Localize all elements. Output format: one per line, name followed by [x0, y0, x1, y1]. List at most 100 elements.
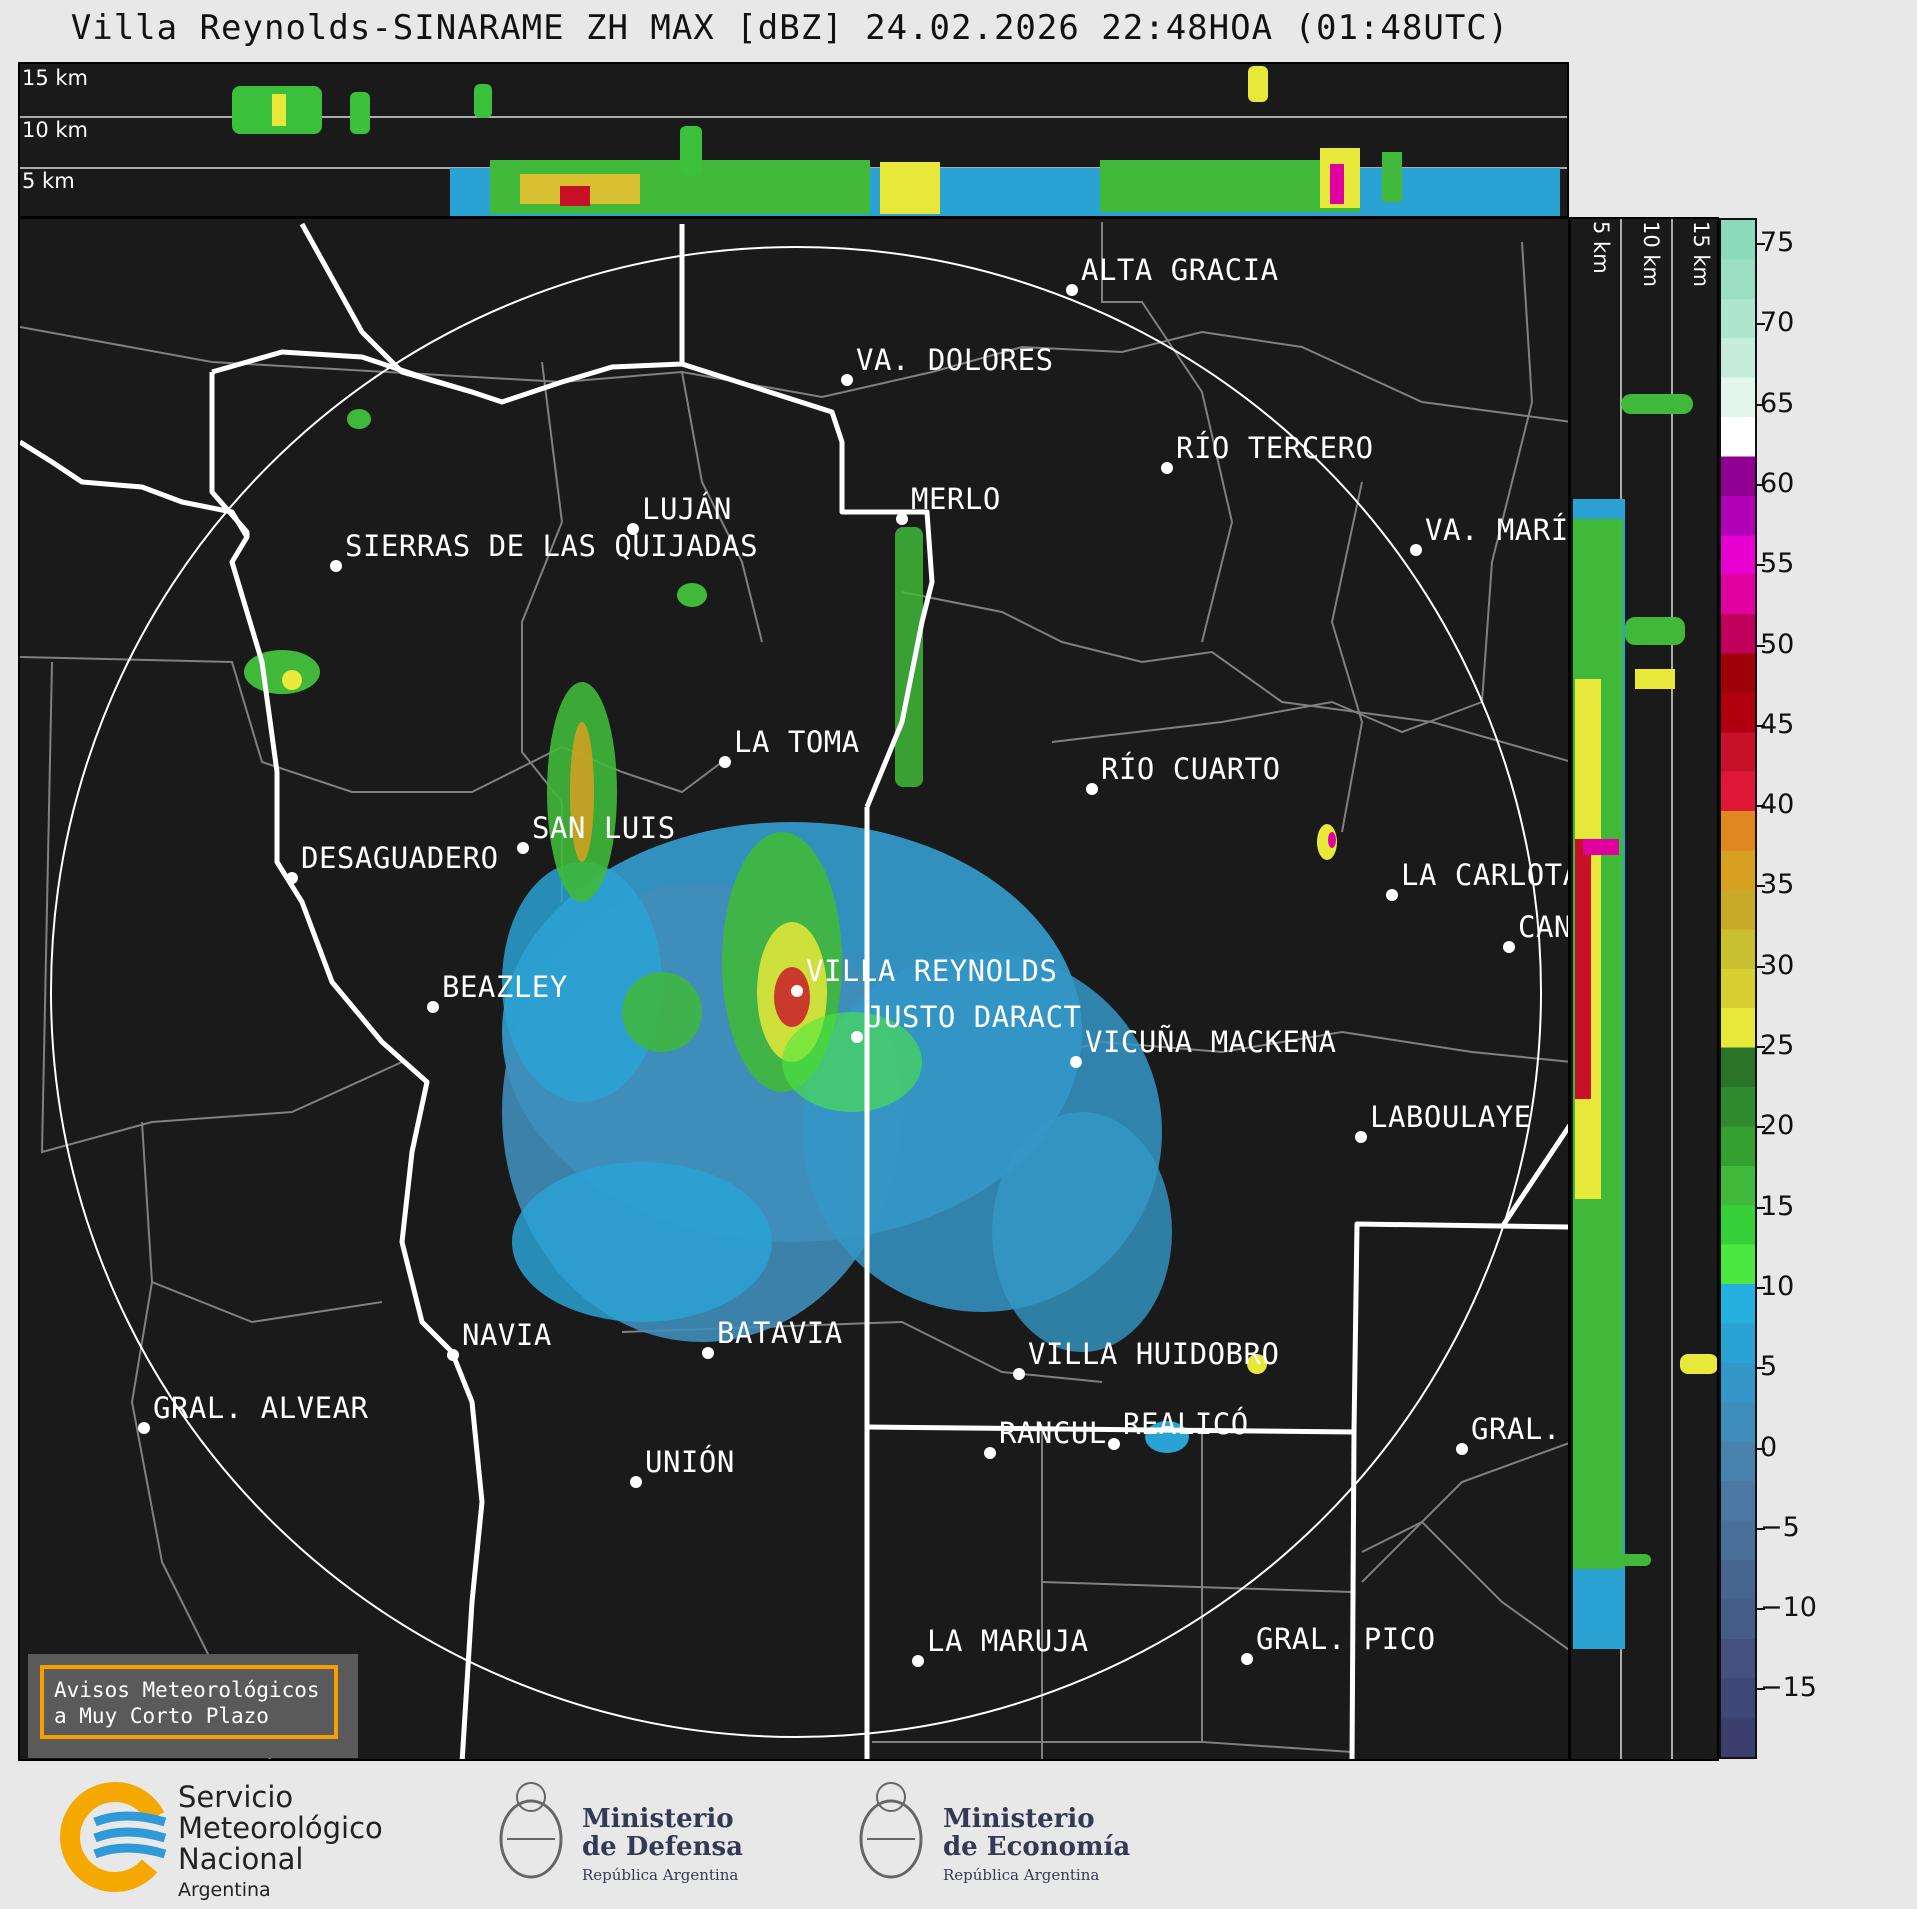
colorbar-tick-label: 60 — [1760, 467, 1795, 499]
cross-section-echoes — [232, 66, 1560, 216]
city-dot — [1456, 1443, 1468, 1455]
colorbar-tick-mark — [1757, 724, 1765, 727]
defensa-coat-of-arms-icon — [499, 1782, 563, 1879]
smn-logo-icon — [60, 1782, 170, 1892]
city-label: ALTA GRACIA — [1081, 253, 1279, 287]
colorbar-tick-label: −10 — [1760, 1592, 1817, 1624]
colorbar-tick-label: 55 — [1760, 548, 1795, 580]
city-dot — [1108, 1438, 1120, 1450]
height-label-5km: 5 km — [22, 169, 75, 193]
economia-coat-of-arms-icon — [859, 1782, 923, 1879]
colorbar-tick-mark — [1757, 1206, 1765, 1209]
city-label: GRAL. — [1471, 1412, 1561, 1446]
height-label-10km: 10 km — [22, 118, 89, 142]
city-dot — [1161, 462, 1173, 474]
city-label: RANCUL — [999, 1416, 1107, 1450]
city-dot — [702, 1347, 714, 1359]
height-label-15km: 15 km — [22, 66, 89, 90]
colorbar-tick-label: 65 — [1760, 387, 1795, 419]
colorbar-tick-label: 45 — [1760, 708, 1795, 740]
colorbar-tick-mark — [1757, 805, 1765, 808]
defensa-logo-text: Ministerio de Defensa República Argentin… — [582, 1804, 743, 1884]
city-label: MERLO — [911, 482, 1001, 516]
colorbar-tick-mark — [1757, 243, 1765, 245]
city-dot — [330, 560, 342, 572]
city-dot — [627, 523, 639, 535]
province-borders — [20, 222, 1568, 1759]
city-dot — [912, 1655, 924, 1667]
range-ring — [50, 246, 1542, 1738]
city-dot — [517, 842, 529, 854]
city-dot — [447, 1349, 459, 1361]
colorbar-tick-mark — [1757, 1527, 1765, 1530]
colorbar-tick-mark — [1757, 483, 1765, 486]
warnings-notice-frame[interactable]: Avisos Meteorológicos a Muy Corto Plazo — [40, 1665, 338, 1739]
economia-logo-text: Ministerio de Economía República Argenti… — [943, 1804, 1131, 1884]
city-label: LA MARUJA — [927, 1624, 1089, 1658]
notice-line-2: a Muy Corto Plazo — [54, 1704, 269, 1728]
city-dot — [1013, 1368, 1025, 1380]
city-dot — [841, 374, 853, 386]
city-label: VILLA REYNOLDS — [806, 954, 1057, 988]
side-height-label-10km: 10 km — [1639, 221, 1663, 288]
city-dot — [286, 872, 298, 884]
city-label: RÍO TERCERO — [1176, 431, 1374, 465]
city-label: SAN LUIS — [532, 811, 676, 845]
colorbar-tick-label: 20 — [1760, 1110, 1795, 1142]
city-label: JUSTO DARACT — [866, 1000, 1082, 1034]
colorbar-tick-mark — [1757, 644, 1765, 647]
colorbar-tick-mark — [1757, 1286, 1765, 1289]
city-dot — [1066, 284, 1078, 296]
city-dot — [138, 1422, 150, 1434]
side-cross-section-panel: 5 km 10 km 15 km — [1569, 217, 1719, 1761]
city-dot — [851, 1031, 863, 1043]
top-cross-section-svg — [20, 66, 1567, 216]
colorbar-tick-mark — [1757, 1367, 1765, 1370]
colorbar-tick-label: −15 — [1760, 1672, 1817, 1704]
city-dot — [1386, 889, 1398, 901]
colorbar-tick-label: 40 — [1760, 789, 1795, 821]
city-label: DESAGUADERO — [301, 841, 499, 875]
colorbar-tick-mark — [1757, 885, 1765, 888]
city-label: NAVIA — [462, 1318, 552, 1352]
side-height-label-5km: 5 km — [1589, 221, 1613, 274]
colorbar-tick-mark — [1757, 1688, 1765, 1691]
warnings-notice-box[interactable]: Avisos Meteorológicos a Muy Corto Plazo — [28, 1654, 358, 1758]
colorbar-tick-mark — [1757, 1046, 1765, 1048]
city-label: BATAVIA — [717, 1316, 843, 1350]
colorbar-tick-mark — [1757, 564, 1765, 567]
city-markers: ALTA GRACIA VA. DOLORES RÍO TERCERO LUJÁN ME… — [138, 253, 1569, 1667]
radar-map-svg: ALTA GRACIA VA. DOLORES RÍO TERCERO LUJÁN ME… — [20, 222, 1569, 1759]
page-title: Villa Reynolds-SINARAME ZH MAX [dBZ] 24.… — [70, 8, 1510, 48]
top-cross-section-panel: 15 km 10 km 5 km — [18, 62, 1569, 218]
colorbar-tick-label: 75 — [1760, 227, 1795, 258]
colorbar-tick-mark — [1757, 1447, 1765, 1450]
colorbar-tick-mark — [1757, 323, 1765, 326]
city-label: VA. DOLORES — [856, 343, 1054, 377]
city-dot — [1086, 783, 1098, 795]
city-label: REALICÓ — [1123, 1407, 1249, 1441]
colorbar-tick-label: 10 — [1760, 1270, 1795, 1302]
city-dot — [427, 1001, 439, 1013]
radar-map[interactable]: ALTA GRACIA VA. DOLORES RÍO TERCERO LUJÁN ME… — [18, 217, 1570, 1761]
side-height-label-15km: 15 km — [1689, 221, 1713, 288]
colorbar-tick-label: 25 — [1760, 1030, 1795, 1061]
city-dot — [1355, 1131, 1367, 1143]
city-label: GRAL. ALVEAR — [153, 1391, 369, 1425]
colorbar-tick-mark — [1757, 1126, 1765, 1129]
city-label: UNIÓN — [645, 1445, 735, 1479]
city-label: RÍO CUARTO — [1101, 752, 1281, 786]
city-label: BEAZLEY — [442, 970, 568, 1004]
smn-logo-text: Servicio Meteorológico Nacional Argentin… — [178, 1780, 383, 1902]
city-dot — [1503, 941, 1515, 953]
colorbar-tick-label: 5 — [1760, 1351, 1778, 1383]
city-label: VA. MARÍ — [1425, 513, 1569, 547]
dbz-colorbar — [1719, 218, 1757, 1759]
city-dot — [630, 1476, 642, 1488]
colorbar-tick-label: 15 — [1760, 1190, 1795, 1222]
colorbar-tick-label: 70 — [1760, 307, 1795, 339]
city-dot — [791, 985, 803, 997]
city-label: GRAL. PICO — [1256, 1622, 1436, 1656]
side-echoes — [1573, 394, 1717, 1649]
notice-line-1: Avisos Meteorológicos — [54, 1678, 320, 1702]
